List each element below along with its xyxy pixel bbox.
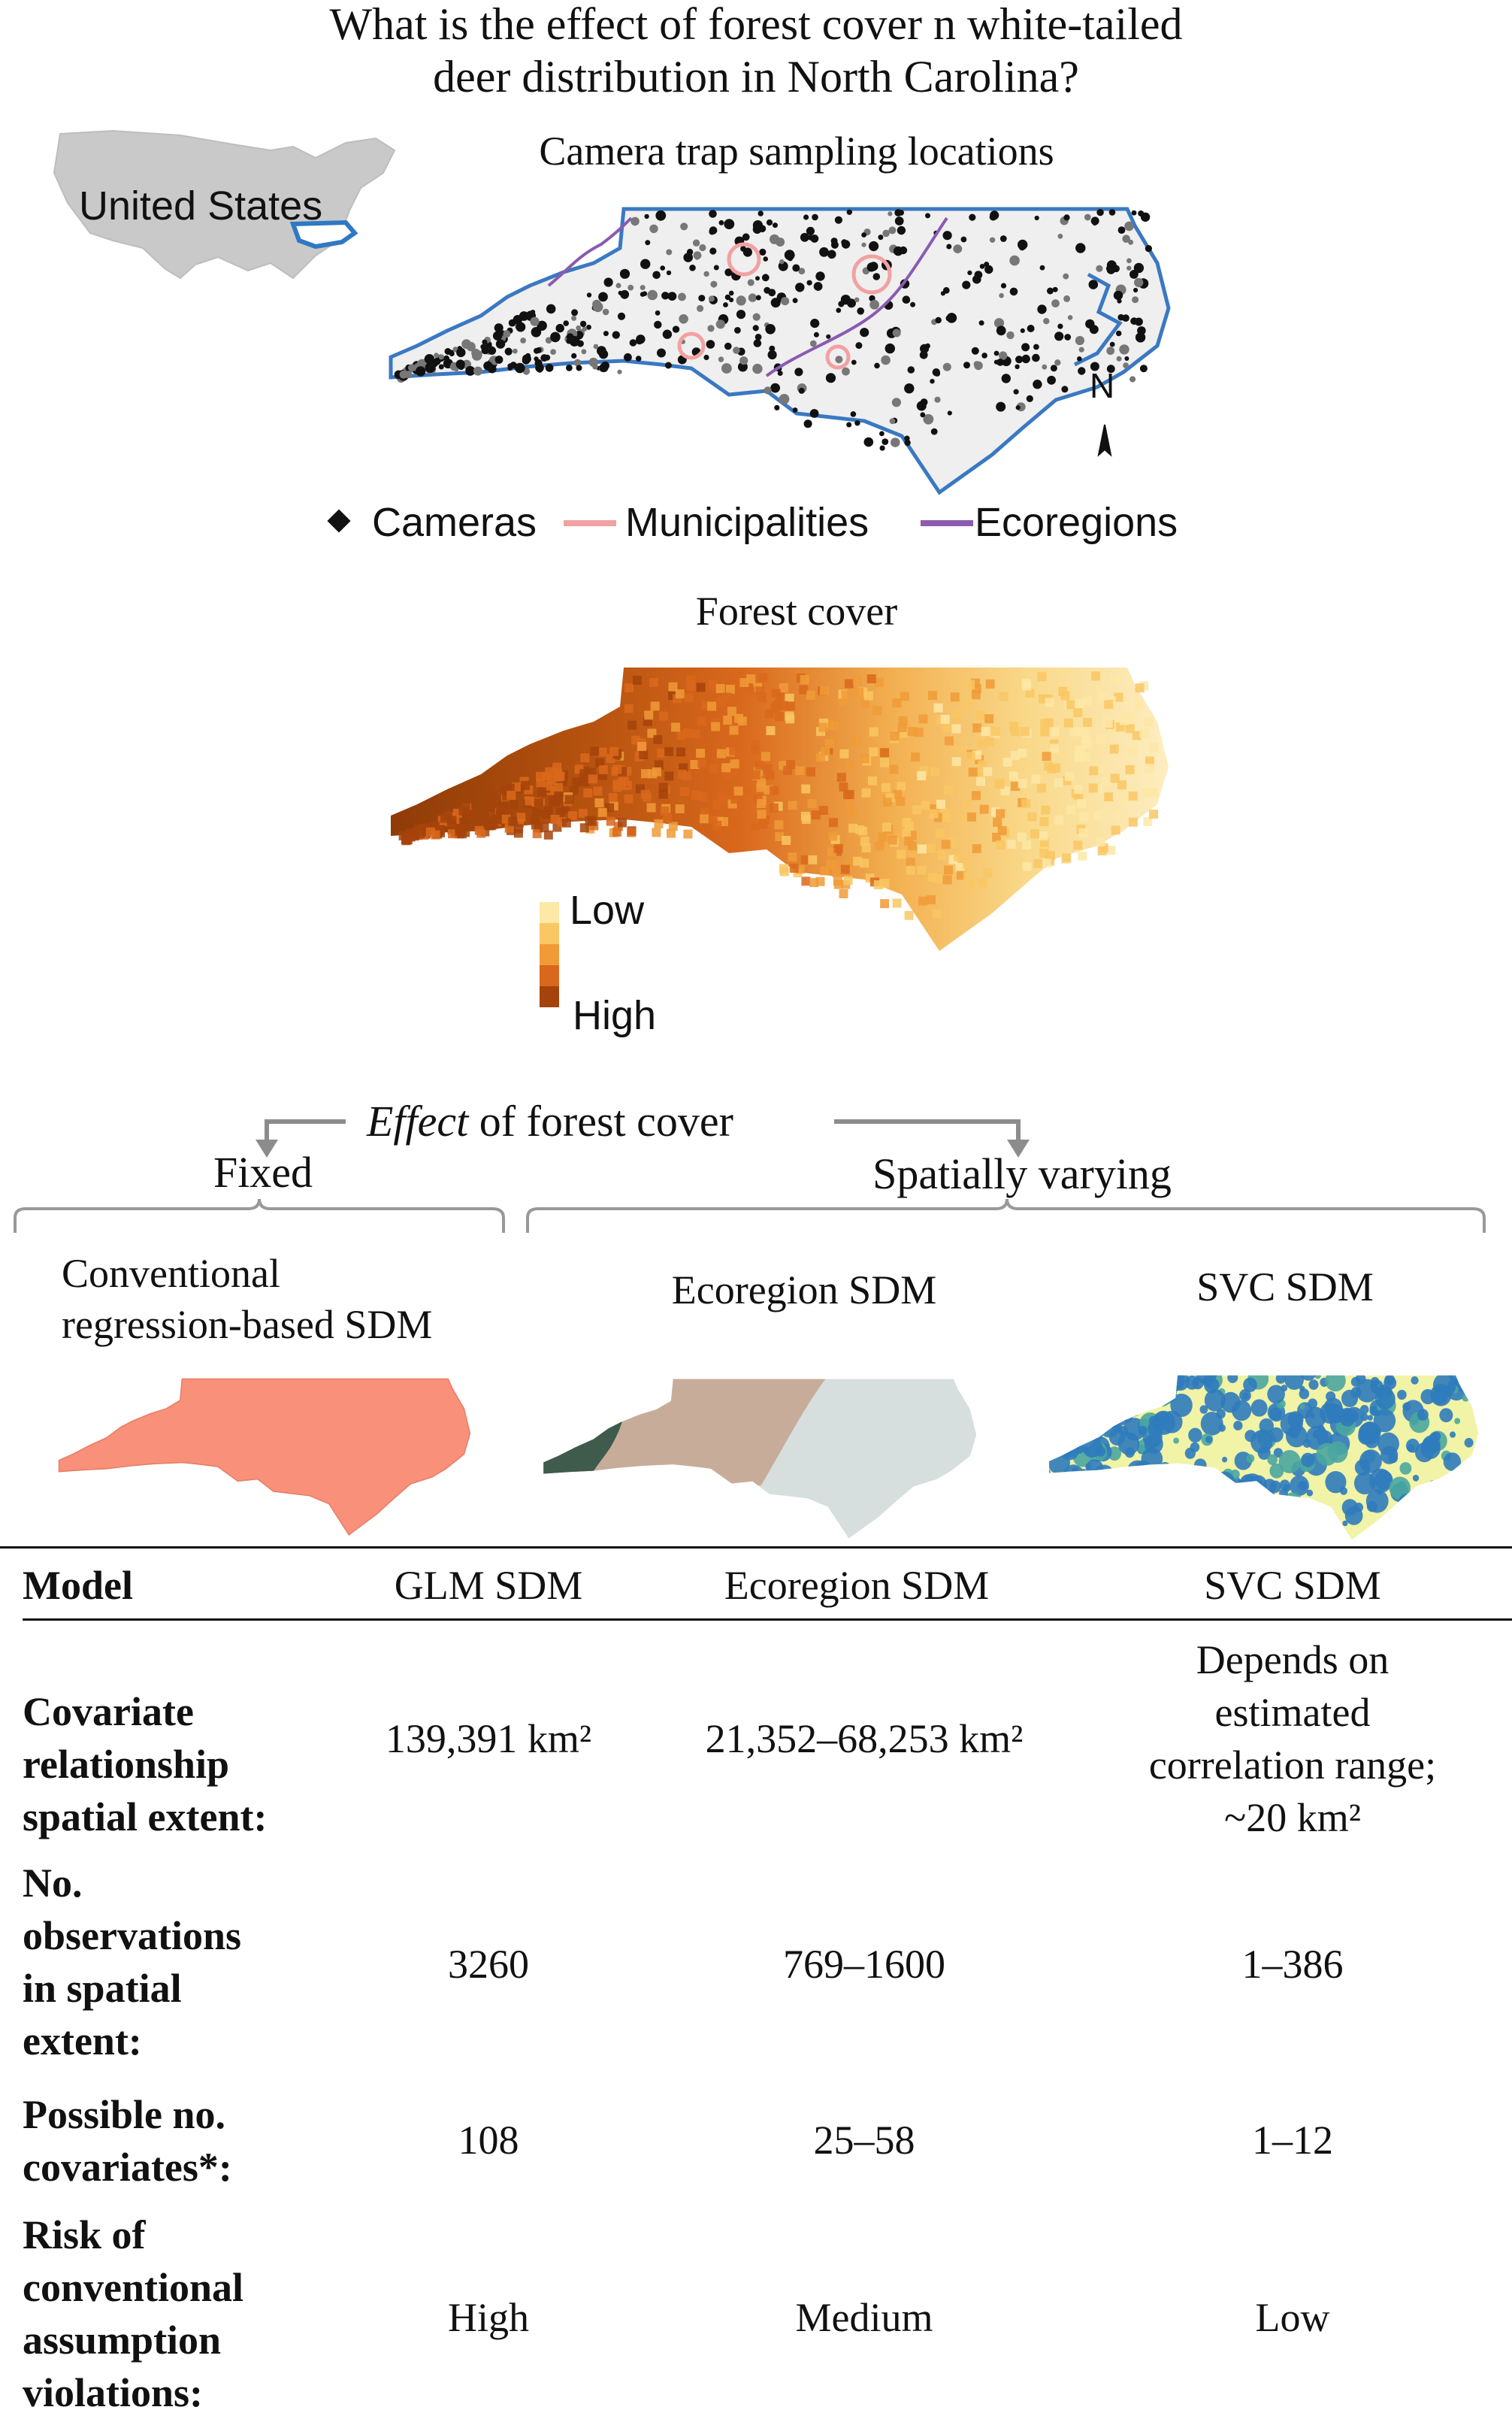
row-label-line: violations: — [23, 2370, 204, 2415]
row-label-line: relationship — [23, 1742, 230, 1787]
camera-legend-marker — [327, 509, 351, 533]
row-label-line: Covariate — [23, 1689, 194, 1734]
fixed-label: Fixed — [213, 1148, 313, 1197]
conventional-label-line2: regression-based SDM — [62, 1302, 433, 1347]
ecoregion-boundary-1 — [547, 216, 633, 287]
svc-sdm-map — [1049, 1375, 1479, 1540]
table-header-ecoregion: Ecoregion SDM — [724, 1563, 990, 1608]
cell-eco-covariates: 25–58 — [813, 2118, 915, 2163]
sound-coastline — [1073, 272, 1123, 367]
row-label-line: extent: — [23, 2018, 142, 2063]
ecoregion-sdm-map — [543, 1379, 977, 1539]
svc-model-label: SVC SDM — [1196, 1264, 1374, 1309]
cell-glm-extent: 139,391 km² — [385, 1716, 592, 1761]
legend-ecoregions: Ecoregions — [975, 500, 1178, 545]
effect-heading: Effect of forest cover — [367, 1095, 733, 1148]
municipality-4 — [825, 344, 851, 370]
cell-line: Depends on — [1196, 1637, 1390, 1682]
row-observations-label: No. observations in spatial extent: — [23, 1857, 338, 2067]
camera-map-title: Camera trap sampling locations — [539, 129, 1054, 174]
inset-label: United States — [79, 183, 323, 229]
cell-line: ~20 km² — [1224, 1795, 1361, 1840]
row-label-line: No. — [23, 1860, 83, 1906]
north-label: N — [1090, 366, 1115, 405]
nc-highlight-shape — [289, 219, 358, 250]
cell-svc-covariates: 1–12 — [1252, 2118, 1333, 2163]
table-header-model: Model — [23, 1563, 133, 1608]
conventional-label-line1: Conventional — [62, 1251, 280, 1296]
conventional-sdm-map — [58, 1378, 471, 1536]
cell-line: estimated — [1214, 1690, 1371, 1735]
row-label-line: observations — [23, 1913, 242, 1958]
table-top-rule — [0, 1546, 1512, 1549]
ecoregion-boundary-2 — [765, 216, 948, 377]
cell-eco-extent: 21,352–68,253 km² — [705, 1716, 1024, 1761]
row-label-line: Risk of — [23, 2212, 146, 2257]
forest-legend-low: Low — [570, 888, 645, 933]
cell-glm-observations: 3260 — [448, 1942, 529, 1987]
ecoregions-legend-line — [921, 520, 973, 526]
municipalities-legend-line — [564, 520, 616, 526]
north-arrow — [1097, 424, 1112, 457]
row-label-line: in spatial — [23, 1966, 182, 2011]
forest-texture — [398, 671, 1159, 920]
table-header-svc: SVC SDM — [1204, 1563, 1381, 1608]
legend-municipalities: Municipalities — [625, 500, 869, 545]
table-header-rule — [23, 1618, 1512, 1621]
cell-eco-observations: 769–1600 — [783, 1942, 945, 1987]
us-inset-map — [53, 129, 396, 280]
row-covariate-extent-label: Covariate relationship spatial extent: — [23, 1685, 338, 1843]
effect-word: Effect — [367, 1097, 469, 1146]
spatially-varying-label: Spatially varying — [872, 1149, 1172, 1198]
effect-arrows — [14, 1119, 1486, 1233]
cell-glm-covariates: 108 — [458, 2118, 519, 2163]
effect-rest: of forest cover — [468, 1097, 733, 1146]
municipality-2 — [851, 254, 892, 295]
ecoregion-model-label: Ecoregion SDM — [671, 1267, 937, 1312]
row-label-line: assumption — [23, 2318, 222, 2363]
row-label-line: covariates*: — [23, 2145, 232, 2190]
forest-legend-high: High — [573, 993, 657, 1038]
camera-points — [394, 208, 1152, 451]
row-risk-label: Risk of conventional assumption violatio… — [23, 2209, 338, 2419]
cell-svc-extent: Depends on estimated correlation range; … — [1090, 1633, 1495, 1844]
figure-title-line2: deer distribution in North Carolina? — [433, 52, 1079, 101]
municipality-3 — [677, 332, 706, 360]
row-label-line: Possible no. — [23, 2092, 226, 2137]
cell-line: correlation range; — [1148, 1742, 1437, 1788]
table-header-glm: GLM SDM — [394, 1563, 583, 1608]
row-label-line: spatial extent: — [23, 1794, 268, 1839]
figure-title-line1: What is the effect of forest cover n whi… — [329, 0, 1183, 49]
row-label-line: conventional — [23, 2265, 244, 2310]
cell-eco-risk: Medium — [795, 2295, 933, 2340]
camera-trap-map — [389, 207, 1171, 495]
legend-cameras: Cameras — [372, 500, 537, 545]
cell-glm-risk: High — [448, 2295, 529, 2340]
row-covariates-label: Possible no. covariates*: — [23, 2088, 338, 2193]
municipality-1 — [727, 242, 761, 277]
forest-map-title: Forest cover — [695, 589, 898, 634]
cell-svc-risk: Low — [1255, 2295, 1330, 2340]
forest-legend-bar — [540, 902, 559, 1007]
forest-cover-map — [391, 668, 1169, 951]
cell-svc-observations: 1–386 — [1241, 1942, 1344, 1987]
